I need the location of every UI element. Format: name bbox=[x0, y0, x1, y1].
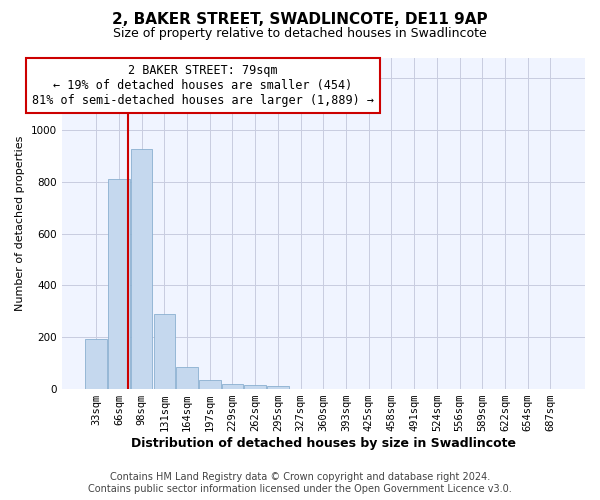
X-axis label: Distribution of detached houses by size in Swadlincote: Distribution of detached houses by size … bbox=[131, 437, 516, 450]
Y-axis label: Number of detached properties: Number of detached properties bbox=[15, 136, 25, 311]
Bar bbox=[131, 150, 152, 389]
Bar bbox=[176, 367, 198, 389]
Bar bbox=[154, 314, 175, 389]
Bar bbox=[199, 380, 221, 389]
Text: Contains HM Land Registry data © Crown copyright and database right 2024.
Contai: Contains HM Land Registry data © Crown c… bbox=[88, 472, 512, 494]
Bar bbox=[267, 386, 289, 389]
Text: 2, BAKER STREET, SWADLINCOTE, DE11 9AP: 2, BAKER STREET, SWADLINCOTE, DE11 9AP bbox=[112, 12, 488, 28]
Bar bbox=[108, 180, 130, 389]
Bar bbox=[85, 339, 107, 389]
Text: 2 BAKER STREET: 79sqm
← 19% of detached houses are smaller (454)
81% of semi-det: 2 BAKER STREET: 79sqm ← 19% of detached … bbox=[32, 64, 374, 107]
Text: Size of property relative to detached houses in Swadlincote: Size of property relative to detached ho… bbox=[113, 28, 487, 40]
Bar bbox=[222, 384, 243, 389]
Bar bbox=[244, 384, 266, 389]
